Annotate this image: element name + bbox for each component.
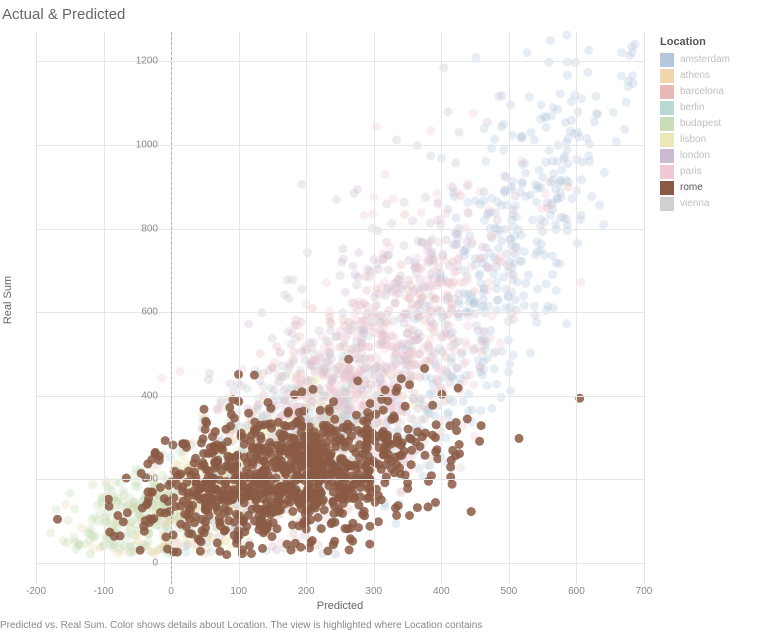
legend-swatch: [660, 149, 674, 163]
legend-title: Location: [660, 36, 764, 48]
legend-swatch: [660, 197, 674, 211]
x-tick-label: -100: [84, 586, 124, 597]
gridline-v: [36, 32, 37, 584]
legend-label: london: [680, 150, 710, 161]
legend-swatch: [660, 133, 674, 147]
legend-item-vienna[interactable]: vienna: [660, 196, 764, 211]
gridline-v: [644, 32, 645, 584]
legend-swatch: [660, 101, 674, 115]
legend-item-athens[interactable]: athens: [660, 68, 764, 83]
chart-title: Actual & Predicted: [2, 6, 125, 23]
x-tick-label: 0: [151, 586, 191, 597]
y-tick-label: 1200: [128, 56, 158, 67]
legend-label: paris: [680, 166, 702, 177]
gridline-v: [239, 32, 240, 584]
legend-swatch: [660, 69, 674, 83]
legend-label: budapest: [680, 118, 721, 129]
legend-item-amsterdam[interactable]: amsterdam: [660, 52, 764, 67]
chart-caption: Predicted vs. Real Sum. Color shows deta…: [0, 620, 482, 631]
y-tick-label: 600: [128, 307, 158, 318]
legend-item-barcelona[interactable]: barcelona: [660, 84, 764, 99]
x-tick-label: -200: [16, 586, 56, 597]
y-tick-label: 1000: [128, 139, 158, 150]
x-tick-label: 500: [489, 586, 529, 597]
x-tick-label: 600: [556, 586, 596, 597]
legend-label: vienna: [680, 198, 709, 209]
x-tick-label: 700: [624, 586, 664, 597]
gridline-v: [306, 32, 307, 584]
gridline-v: [576, 32, 577, 584]
y-tick-label: 0: [128, 558, 158, 569]
y-tick-label: 400: [128, 390, 158, 401]
y-tick-label: 200: [128, 474, 158, 485]
reference-line: [171, 32, 172, 584]
legend-label: barcelona: [680, 86, 724, 97]
legend: Location amsterdam athens barcelona berlin b…: [660, 36, 764, 212]
legend-items: amsterdam athens barcelona berlin budapest li…: [660, 52, 764, 211]
legend-label: lisbon: [680, 134, 706, 145]
x-tick-label: 100: [219, 586, 259, 597]
legend-swatch: [660, 165, 674, 179]
gridline-v: [509, 32, 510, 584]
legend-item-berlin[interactable]: berlin: [660, 100, 764, 115]
legend-label: rome: [680, 182, 703, 193]
legend-swatch: [660, 117, 674, 131]
legend-item-rome[interactable]: rome: [660, 180, 764, 195]
gridline-v: [441, 32, 442, 584]
legend-swatch: [660, 85, 674, 99]
legend-item-budapest[interactable]: budapest: [660, 116, 764, 131]
x-axis-title: Predicted: [317, 600, 363, 612]
legend-item-paris[interactable]: paris: [660, 164, 764, 179]
legend-item-lisbon[interactable]: lisbon: [660, 132, 764, 147]
legend-swatch: [660, 181, 674, 195]
x-tick-label: 200: [286, 586, 326, 597]
legend-label: amsterdam: [680, 54, 730, 65]
legend-swatch: [660, 53, 674, 67]
legend-item-london[interactable]: london: [660, 148, 764, 163]
y-tick-label: 800: [128, 223, 158, 234]
legend-label: athens: [680, 70, 710, 81]
gridline-v: [374, 32, 375, 584]
gridline-v: [104, 32, 105, 584]
y-axis-title: Real Sum: [2, 276, 14, 324]
legend-label: berlin: [680, 102, 704, 113]
x-tick-label: 300: [354, 586, 394, 597]
x-tick-label: 400: [421, 586, 461, 597]
